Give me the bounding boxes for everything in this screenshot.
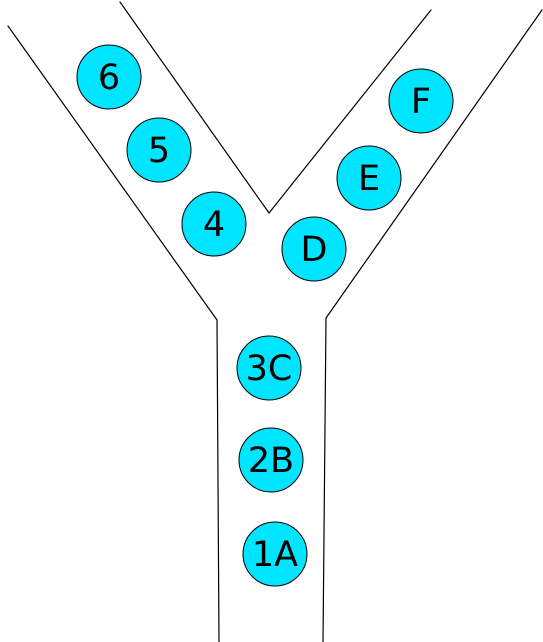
node-circle xyxy=(126,117,192,183)
node-circle xyxy=(181,191,247,257)
track-walls xyxy=(7,1,543,642)
node-label: 5 xyxy=(148,131,170,171)
node-circle xyxy=(336,145,402,211)
node-label: 4 xyxy=(203,205,225,245)
node-circle xyxy=(76,44,142,110)
node-6: 6 xyxy=(76,44,142,110)
node-circle xyxy=(236,335,302,401)
node-label: 6 xyxy=(98,58,120,98)
node-circle xyxy=(242,521,308,587)
node-1a: 1A xyxy=(242,521,308,587)
node-circle xyxy=(281,216,347,282)
right-outer-wall xyxy=(322,9,543,642)
node-4: 4 xyxy=(181,191,247,257)
left-outer-wall xyxy=(7,25,220,642)
node-d: D xyxy=(281,216,347,282)
node-label: D xyxy=(301,230,328,270)
node-f: F xyxy=(388,68,454,134)
node-group: 654 FED 3C 2B 1A xyxy=(76,44,454,587)
node-5: 5 xyxy=(126,117,192,183)
node-label: 3C xyxy=(246,349,293,389)
node-label: 1A xyxy=(252,535,298,575)
node-e: E xyxy=(336,145,402,211)
node-circle xyxy=(388,68,454,134)
node-2b: 2B xyxy=(238,427,304,493)
node-3c: 3C xyxy=(236,335,302,401)
node-label: 2B xyxy=(248,441,294,481)
inner-v-wall xyxy=(119,1,432,214)
node-circle xyxy=(238,427,304,493)
node-label: F xyxy=(411,82,431,122)
node-label: E xyxy=(358,159,380,199)
